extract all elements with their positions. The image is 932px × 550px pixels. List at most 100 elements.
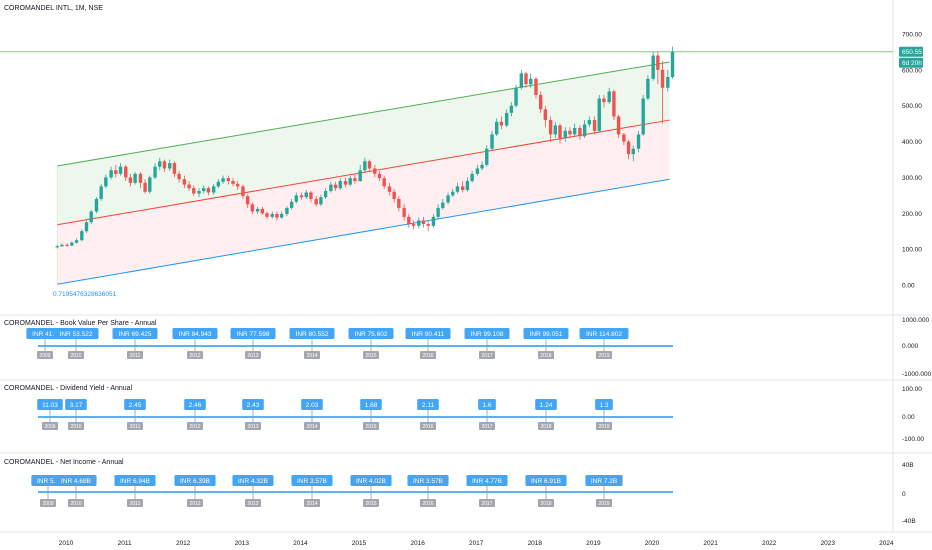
candle-body (641, 98, 645, 135)
year-tag-box (68, 499, 84, 507)
candle-body (172, 163, 177, 174)
candle-body (94, 198, 99, 212)
value-label-box (232, 475, 274, 486)
value-label-box (230, 328, 276, 339)
year-tag-text: 2011 (130, 353, 141, 359)
x-axis-tick-label: 2019 (586, 540, 601, 547)
value-label-text: INR 7.2B (591, 478, 617, 485)
candle-body (597, 98, 601, 131)
candle-body (124, 166, 128, 178)
candle-body (587, 120, 591, 125)
candle-body (480, 164, 484, 169)
y-axis-tick-label: 200.00 (902, 211, 922, 218)
value-label-box (466, 475, 508, 486)
value-label-text: INR 5.6 (37, 478, 59, 485)
year-tag-text: 2017 (481, 501, 492, 507)
candle-body (402, 207, 406, 217)
value-label-box (289, 328, 335, 339)
year-tag-text: 2012 (189, 424, 200, 430)
value-label-text: INR 3.57B (413, 478, 443, 485)
candle-body (182, 179, 187, 185)
value-label-text: INR 99.051 (530, 331, 563, 338)
candle-body (343, 181, 348, 185)
candle-body (99, 186, 103, 199)
value-label-text: INR 75.602 (355, 331, 388, 338)
candle-body (314, 198, 318, 205)
y-axis-tick-label: 100.00 (902, 386, 922, 393)
candle-body (197, 191, 201, 194)
x-axis-tick-label: 2015 (352, 540, 367, 547)
year-tag-box (363, 351, 379, 359)
channel-middle-line (57, 119, 670, 226)
candle-body (294, 195, 298, 202)
value-label-box (407, 475, 449, 486)
value-label-box (464, 328, 510, 339)
value-label-box (65, 399, 87, 410)
candle-body (568, 130, 572, 135)
candle-body (509, 105, 514, 113)
candle-body (646, 78, 650, 99)
candle-body (348, 178, 352, 185)
candle-body (275, 214, 279, 218)
candle-body (270, 214, 274, 217)
candle-body (255, 208, 260, 212)
candle-body (65, 244, 69, 246)
candle-body (631, 148, 635, 155)
value-label-text: 2.11 (422, 402, 435, 409)
candle-body (60, 244, 64, 247)
candle-body (353, 178, 357, 182)
year-tag-text: 2017 (481, 424, 492, 430)
candle-body (104, 177, 108, 187)
year-tag-text: 2009 (42, 501, 53, 507)
candle-body (514, 87, 518, 106)
value-label-text: 11.03 (42, 402, 58, 409)
channel-anchor-label: 0.7195476328636051 (53, 291, 117, 298)
year-tag-text: 2011 (130, 424, 141, 430)
candle-body (426, 224, 430, 226)
value-label-text: INR 3.57B (297, 478, 327, 485)
candle-body (338, 181, 342, 189)
candle-body (329, 184, 333, 192)
candle-body (89, 211, 93, 223)
candle-body (607, 91, 611, 103)
candle-body (231, 181, 235, 184)
value-label-box (350, 475, 392, 486)
candle-body (260, 208, 265, 214)
year-tag-box (127, 499, 143, 507)
year-tag-text: 2016 (422, 501, 433, 507)
candle-body (524, 73, 528, 85)
value-label-box (535, 399, 557, 410)
candle-body (206, 188, 211, 193)
value-label-text: INR 4.02B (356, 478, 386, 485)
value-label-box (585, 475, 623, 486)
value-label-text: INR 4.68B (61, 478, 91, 485)
value-label-text: INR 53.522 (60, 331, 93, 338)
value-label-box (360, 399, 382, 410)
book-value-pane-title: COROMANDEL - Book Value Per Share - Annu… (4, 320, 157, 327)
x-axis-tick-label: 2012 (176, 540, 191, 547)
candle-body (241, 186, 245, 197)
year-tag-text: 2019 (598, 424, 609, 430)
year-tag-box (245, 351, 261, 359)
value-label-text: INR 77.598 (237, 331, 270, 338)
candle-body (656, 55, 660, 70)
year-tag-box (245, 422, 261, 430)
candle-body (74, 240, 79, 243)
candle-body (323, 191, 328, 198)
candle-body (504, 112, 509, 126)
value-label-text: 2.43 (247, 402, 260, 409)
year-tag-text: 2019 (598, 501, 609, 507)
value-label-text: INR 41.3 (32, 331, 58, 338)
x-axis-tick-label: 2010 (59, 540, 74, 547)
x-axis-tick-label: 2020 (645, 540, 660, 547)
candle-body (250, 204, 255, 212)
year-tag-box (304, 499, 320, 507)
year-tag-box (68, 422, 84, 430)
year-tag-text: 2010 (70, 501, 81, 507)
year-tag-text: 2018 (540, 353, 551, 359)
year-tag-box (420, 422, 436, 430)
y-axis-tick-label: 0.00 (902, 283, 915, 290)
value-label-text: 1.6 (482, 402, 491, 409)
candle-body (616, 116, 621, 135)
